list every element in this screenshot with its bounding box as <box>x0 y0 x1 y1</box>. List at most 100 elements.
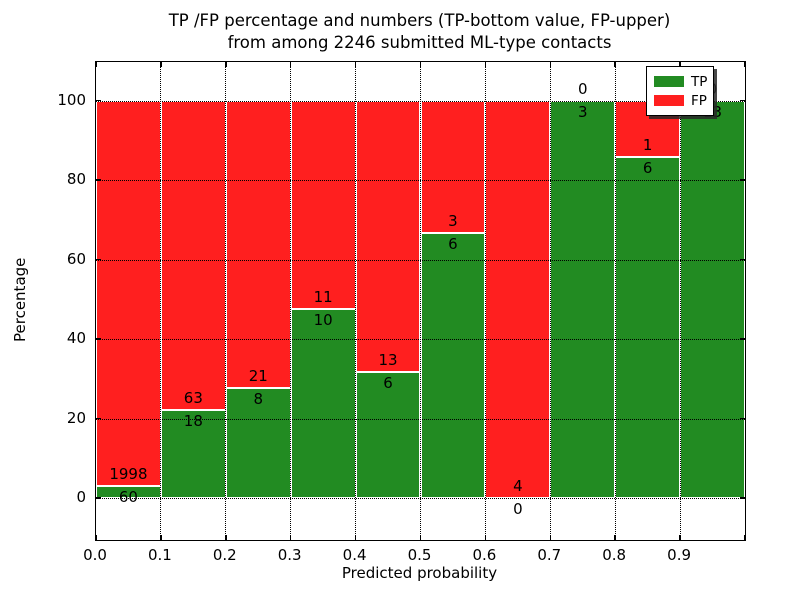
horizontal-gridline-100 <box>96 100 745 102</box>
legend-label-fp: FP <box>691 92 707 109</box>
x-tick-label-0.6: 0.6 <box>472 546 497 564</box>
bar-segment-fp-5 <box>420 100 486 233</box>
tp-count-label-6: 0 <box>513 500 523 518</box>
horizontal-gridline-20 <box>96 418 745 420</box>
x-tick-label-0.0: 0.0 <box>83 546 107 564</box>
fp-count-label-3: 11 <box>313 287 333 306</box>
x-tick-top-4 <box>354 62 357 67</box>
y-tick-right-100 <box>740 99 745 102</box>
vertical-gridline-3 <box>290 62 292 540</box>
tp-color-swatch <box>654 76 684 87</box>
y-tick-left-80 <box>96 179 101 181</box>
bar-segment-tp-3 <box>290 308 356 498</box>
vertical-gridline-5 <box>420 62 421 540</box>
y-tick-label-100: 100 <box>57 90 86 109</box>
x-tick-top-8 <box>614 62 616 67</box>
y-tick-label-0: 0 <box>76 488 86 506</box>
fp-count-label-6: 4 <box>513 477 523 495</box>
fp-count-label-1: 63 <box>183 388 203 407</box>
horizontal-gridline-40 <box>96 339 745 340</box>
bar-segment-fp-6 <box>485 100 551 498</box>
bar-segment-tp-7 <box>550 100 616 498</box>
x-tick-bottom-4 <box>354 535 357 540</box>
bar-segment-fp-4 <box>355 100 421 373</box>
x-tick-bottom-7 <box>549 535 552 540</box>
vertical-gridline-9 <box>679 62 681 540</box>
legend: TP FP <box>646 66 714 116</box>
bar-segment-fp-1 <box>160 100 226 410</box>
y-tick-right-60 <box>740 258 745 261</box>
chart-title-line1: TP /FP percentage and numbers (TP-bottom… <box>168 11 671 30</box>
plot-area: 1998606318218111013636400316013 <box>95 61 746 541</box>
x-tick-bottom-2 <box>225 535 227 540</box>
bar-segment-tp-9 <box>680 100 745 498</box>
x-tick-top-6 <box>484 62 487 67</box>
y-tick-right-40 <box>740 338 745 340</box>
horizontal-gridline-0 <box>96 498 745 499</box>
vertical-gridline-4 <box>355 62 357 540</box>
y-tick-label-20: 20 <box>66 408 86 427</box>
y-tick-label-60: 60 <box>66 249 86 268</box>
x-tick-label-0.1: 0.1 <box>147 546 172 564</box>
fp-count-label-8: 1 <box>642 136 653 155</box>
x-tick-bottom-5 <box>419 535 422 540</box>
fp-count-label-2: 21 <box>248 367 268 386</box>
x-tick-label-0.5: 0.5 <box>407 546 432 564</box>
vertical-gridline-1 <box>160 62 162 540</box>
x-tick-top-9 <box>679 62 681 67</box>
bar-segment-tp-8 <box>615 157 681 498</box>
tp-count-label-3: 10 <box>313 310 333 329</box>
y-tick-label-40: 40 <box>66 329 86 347</box>
x-tick-label-0.3: 0.3 <box>277 546 302 564</box>
x-tick-top-1 <box>160 62 162 67</box>
x-axis-label: Predicted probability <box>341 564 498 582</box>
vertical-gridline-2 <box>225 62 227 540</box>
x-tick-bottom-9 <box>679 535 681 540</box>
x-tick-bottom-1 <box>160 535 162 540</box>
y-tick-left-60 <box>96 258 101 261</box>
legend-item-tp: TP <box>654 75 713 89</box>
tp-count-label-8: 6 <box>642 159 653 178</box>
bar-segment-fp-3 <box>290 100 356 309</box>
tp-count-label-2: 8 <box>253 390 264 409</box>
x-tick-label-0.4: 0.4 <box>342 546 367 564</box>
x-tick-bottom-0 <box>95 535 97 540</box>
x-tick-top-5 <box>419 62 422 67</box>
tp-count-label-4: 6 <box>383 374 393 393</box>
tp-count-label-5: 6 <box>448 234 458 253</box>
x-tick-top-7 <box>549 62 552 67</box>
y-tick-left-40 <box>96 338 101 340</box>
horizontal-gridline-80 <box>96 180 745 181</box>
x-tick-label-0.2: 0.2 <box>212 546 237 564</box>
x-tick-bottom-3 <box>289 535 292 540</box>
y-tick-left-20 <box>96 417 101 420</box>
bar-segment-fp-0 <box>96 100 161 487</box>
y-tick-left-0 <box>96 497 101 499</box>
x-tick-label-0.9: 0.9 <box>667 546 692 564</box>
bar-segment-tp-5 <box>420 232 486 498</box>
tp-count-label-0: 60 <box>118 488 138 507</box>
x-tick-top-0 <box>95 62 97 67</box>
fp-count-label-4: 13 <box>378 351 398 370</box>
chart-title-line2: from among 2246 submitted ML-type contac… <box>227 33 612 52</box>
x-tick-top-10 <box>744 62 746 67</box>
y-tick-right-0 <box>740 497 745 499</box>
chart-title: TP /FP percentage and numbers (TP-bottom… <box>95 10 744 54</box>
vertical-gridline-7 <box>549 62 551 540</box>
vertical-gridline-8 <box>614 62 616 540</box>
fp-color-swatch <box>654 95 684 106</box>
horizontal-gridline-60 <box>96 259 745 261</box>
fp-count-label-7: 0 <box>577 79 588 98</box>
y-tick-right-20 <box>740 417 745 420</box>
vertical-gridline-6 <box>484 62 486 540</box>
y-tick-label-80: 80 <box>66 170 86 188</box>
bar-segment-fp-2 <box>225 100 291 389</box>
x-tick-bottom-8 <box>614 535 616 540</box>
tp-count-label-7: 3 <box>577 102 588 121</box>
x-tick-top-3 <box>289 62 292 67</box>
y-tick-left-100 <box>96 99 101 102</box>
legend-item-fp: FP <box>654 94 713 108</box>
bar-segment-tp-4 <box>355 372 421 498</box>
x-tick-label-0.8: 0.8 <box>602 546 627 564</box>
legend-label-tp: TP <box>691 73 708 90</box>
